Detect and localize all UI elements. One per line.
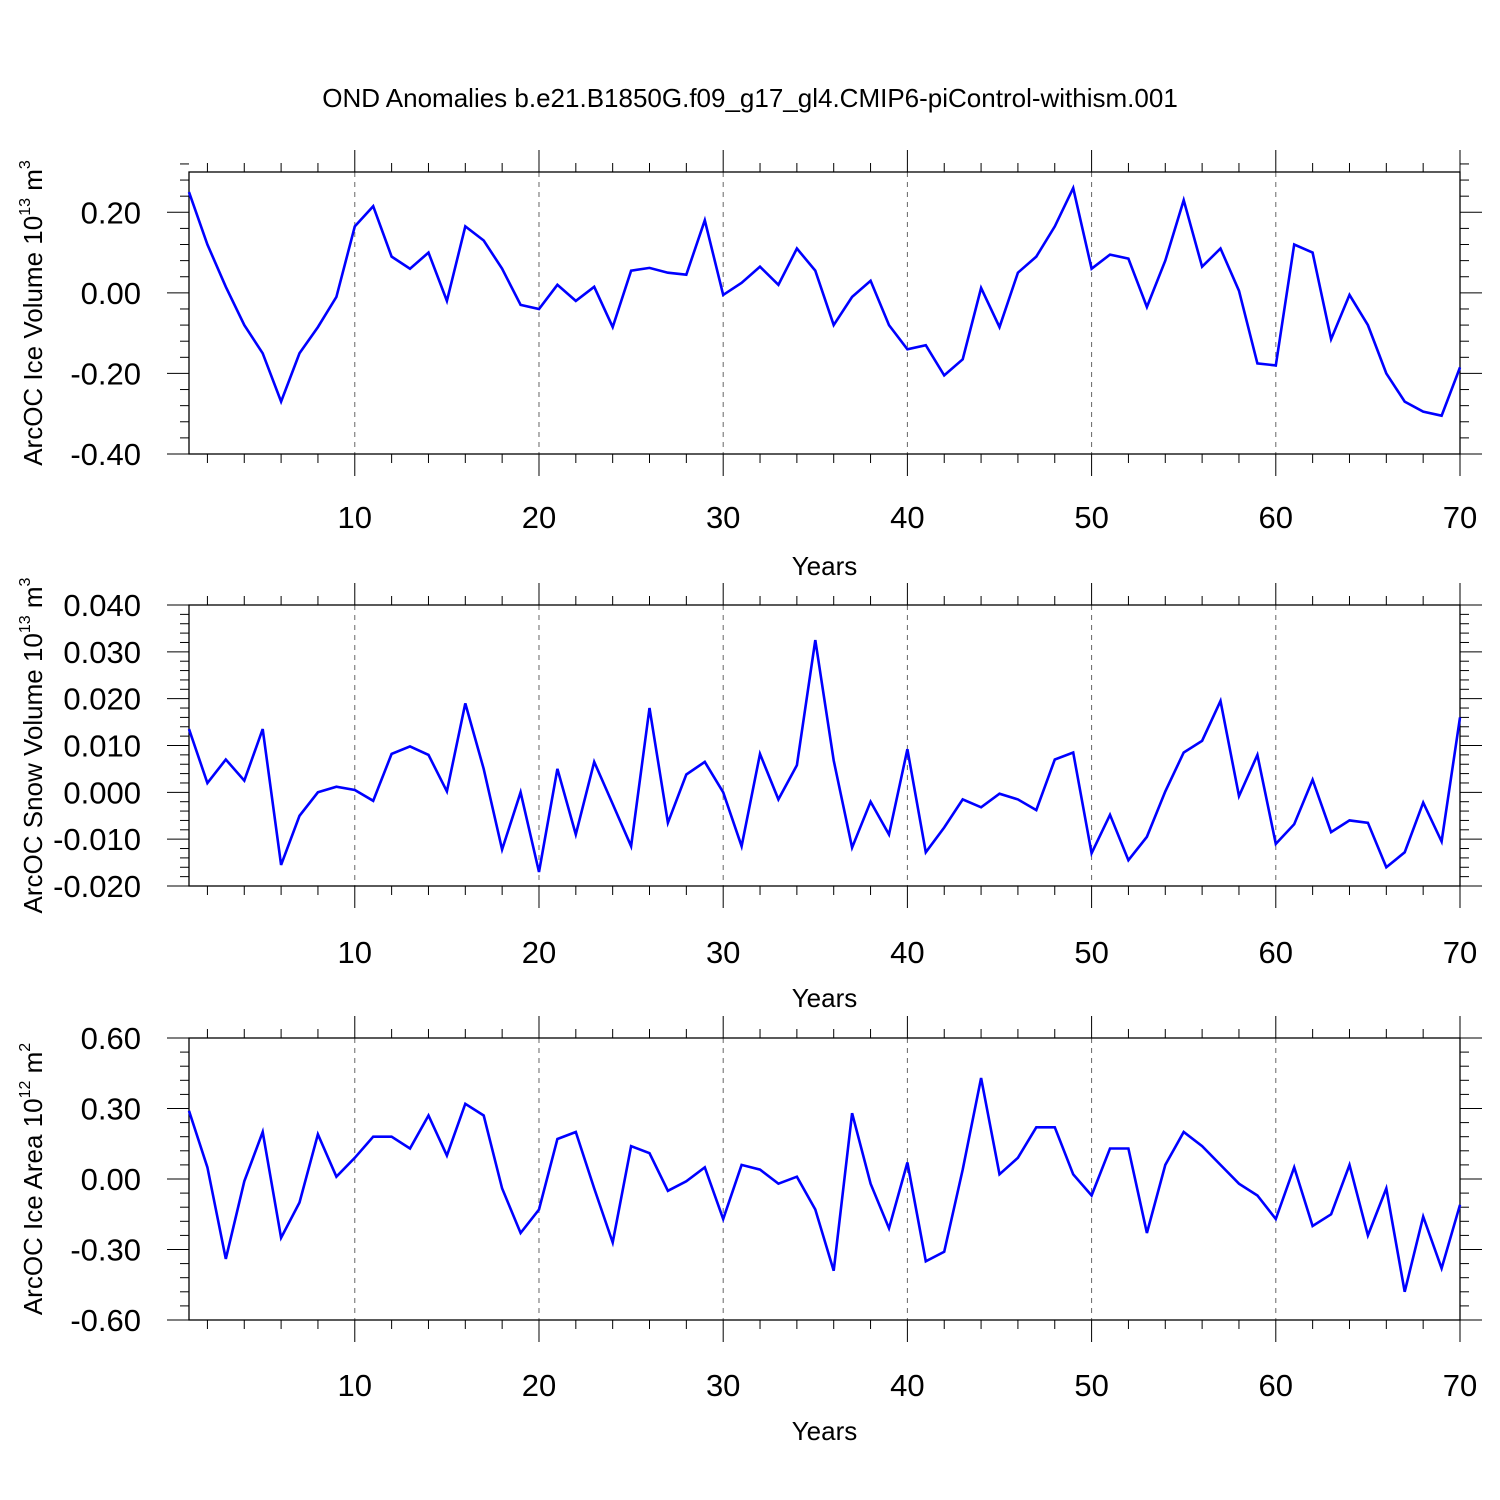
- chart3-plot-frame: [188, 1037, 1461, 1321]
- chart2-xtick-label: 40: [890, 935, 924, 970]
- chart2-y-axis-label-prefix: ArcOC Snow Volume 10: [18, 633, 48, 913]
- chart2-y-axis-label-unit: m: [18, 586, 48, 615]
- chart2-plot-frame: [188, 604, 1461, 887]
- chart1-xtick-label: 40: [890, 500, 924, 535]
- chart1-ytick-label: -0.40: [70, 437, 141, 472]
- chart2-ytick-label: 0.010: [63, 729, 141, 764]
- chart3-ytick-label: 0.60: [81, 1021, 141, 1056]
- chart2-series-line: [187, 639, 1462, 873]
- panel-ice-area: 10 20 30 40 50 60 70 -0.60 -0.30 0.00 0.30 0.60 Year…: [17, 1016, 1482, 1446]
- chart3-ytick-label: 0.00: [81, 1162, 141, 1197]
- chart2-y-axis-label-unit-exp: 3: [17, 577, 34, 586]
- chart-title: OND Anomalies b.e21.B1850G.f09_g17_gl4.C…: [322, 83, 1178, 113]
- chart3-ytick-label: -0.60: [70, 1303, 141, 1338]
- chart2-ytick-label: 0.030: [63, 635, 141, 670]
- chart3-y-axis-label: ArcOC Ice Area 1012 m2: [17, 1043, 48, 1315]
- panel-snow-volume: 10 20 30 40 50 60 70 -0.020 -0.010 0.000 0.010 0.02…: [17, 577, 1482, 1013]
- chart2-xtick-label: 60: [1259, 935, 1293, 970]
- chart3-xtick-label: 40: [890, 1368, 924, 1403]
- chart1-y-axis-label-prefix: ArcOC Ice Volume 10: [18, 216, 48, 466]
- chart2-ytick-label: 0.020: [63, 682, 141, 717]
- chart3-x-axis-label: Years: [792, 1416, 858, 1446]
- chart1-ytick-label: 0.20: [81, 195, 141, 230]
- panel-ice-volume: 10 20 30 40 50 60 70 -0.40 -0.20 0.00 0.20 Years Arc…: [17, 150, 1482, 581]
- chart2-ytick-label: -0.020: [53, 869, 141, 904]
- chart2-xtick-label: 20: [522, 935, 556, 970]
- chart2-xtick-label: 30: [706, 935, 740, 970]
- chart2-x-axis-label: Years: [792, 983, 858, 1013]
- chart3-xtick-label: 70: [1443, 1368, 1477, 1403]
- chart3-y-axis-label-prefix: ArcOC Ice Area 10: [18, 1098, 48, 1315]
- chart2-xtick-label: 70: [1443, 935, 1477, 970]
- chart1-xtick-label: 10: [338, 500, 372, 535]
- chart1-ytick-label: -0.20: [70, 356, 141, 391]
- chart3-series-line: [187, 1077, 1462, 1293]
- chart3-xtick-label: 30: [706, 1368, 740, 1403]
- chart1-x-axis-label: Years: [792, 551, 858, 581]
- chart1-xtick-label: 60: [1259, 500, 1293, 535]
- chart3-ytick-label: 0.30: [81, 1092, 141, 1127]
- chart2-xtick-label: 10: [338, 935, 372, 970]
- chart1-plot-frame: [188, 171, 1461, 455]
- chart1-xtick-label: 20: [522, 500, 556, 535]
- chart3-y-axis-label-unit-exp: 2: [17, 1043, 34, 1052]
- chart1-y-axis-label-unit-exp: 3: [17, 160, 34, 169]
- chart2-xtick-label: 50: [1074, 935, 1108, 970]
- chart1-series-line: [187, 184, 1462, 418]
- chart2-ytick-label: 0.040: [63, 588, 141, 623]
- chart3-y-axis-label-exp: 12: [17, 1081, 34, 1099]
- chart1-y-axis-label: ArcOC Ice Volume 1013 m3: [17, 160, 48, 466]
- chart3-xtick-label: 50: [1074, 1368, 1108, 1403]
- chart1-xtick-label: 50: [1074, 500, 1108, 535]
- chart1-xtick-label: 30: [706, 500, 740, 535]
- chart2-y-axis-label-exp: 13: [17, 615, 34, 633]
- chart3-xtick-label: 60: [1259, 1368, 1293, 1403]
- chart3-xtick-label: 20: [522, 1368, 556, 1403]
- chart3-ytick-label: -0.30: [70, 1233, 141, 1268]
- chart3-y-axis-label-unit: m: [18, 1052, 48, 1081]
- chart1-xtick-label: 70: [1443, 500, 1477, 535]
- chart3-xtick-label: 10: [338, 1368, 372, 1403]
- chart2-y-axis-label: ArcOC Snow Volume 1013 m3: [17, 577, 48, 913]
- chart1-y-axis-label-unit: m: [18, 169, 48, 198]
- chart2-ytick-label: -0.010: [53, 822, 141, 857]
- chart1-ytick-label: 0.00: [81, 276, 141, 311]
- chart1-y-axis-label-exp: 13: [17, 198, 34, 216]
- chart2-ytick-label: 0.000: [63, 775, 141, 810]
